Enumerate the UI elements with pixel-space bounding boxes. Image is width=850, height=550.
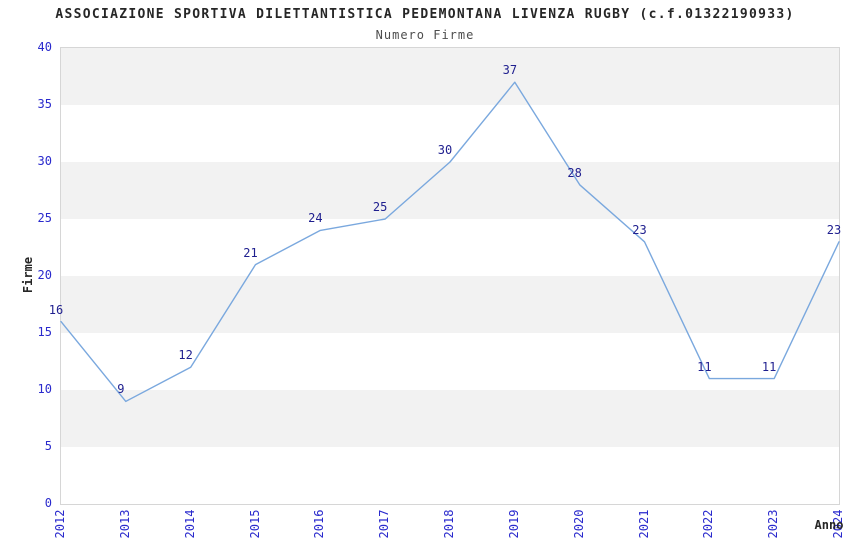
x-tick-label: 2019	[506, 509, 521, 539]
y-tick-label: 15	[37, 325, 52, 339]
point-label: 11	[697, 359, 712, 374]
x-tick-label: 2022	[701, 509, 716, 539]
point-label: 30	[437, 143, 453, 157]
x-tick-label: 2012	[53, 509, 67, 539]
x-tick-label: 2017	[377, 509, 392, 539]
point-label: 9	[117, 382, 125, 397]
point-label: 21	[243, 245, 258, 260]
y-tick-label: 5	[44, 439, 52, 453]
point-label: 16	[48, 302, 64, 317]
point-label: 37	[502, 63, 518, 78]
plot-area	[60, 47, 840, 505]
y-tick-label: 40	[37, 40, 52, 54]
y-tick-label: 25	[37, 211, 52, 225]
point-label: 24	[308, 211, 323, 226]
y-tick-label: 20	[37, 268, 52, 282]
x-tick-label: 2014	[182, 509, 197, 539]
point-label: 23	[632, 222, 647, 237]
y-tick-label: 35	[37, 97, 52, 111]
x-tick-label: 2013	[117, 509, 132, 539]
x-tick-label: 2015	[247, 509, 262, 539]
point-label: 23	[826, 222, 842, 237]
line-series-svg	[60, 81, 840, 403]
y-tick-label: 0	[44, 496, 52, 510]
x-tick-label: 2018	[442, 509, 456, 539]
chart-title: ASSOCIAZIONE SPORTIVA DILETTANTISTICA PE…	[55, 7, 795, 22]
x-tick-label: 2023	[766, 509, 781, 539]
y-tick-label: 10	[37, 382, 52, 396]
point-label: 12	[178, 348, 193, 363]
point-label: 28	[567, 165, 582, 180]
y-axis-title: Firme	[21, 256, 35, 294]
x-tick-label: 2020	[571, 509, 586, 539]
x-axis-title: Anno	[814, 518, 844, 532]
x-tick-label: 2016	[312, 509, 327, 539]
y-tick-label: 30	[37, 154, 52, 168]
chart-subtitle: Numero Firme	[375, 28, 475, 42]
point-label: 25	[372, 200, 388, 214]
firme-line	[60, 81, 840, 403]
point-label: 11	[761, 359, 777, 374]
x-tick-label: 2021	[636, 509, 651, 539]
